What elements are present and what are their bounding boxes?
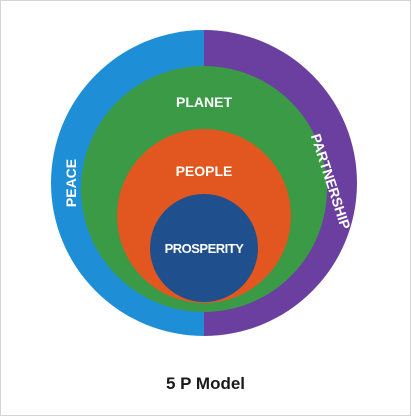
people-label: PEOPLE xyxy=(176,163,233,179)
figure-caption: 5 P Model xyxy=(165,374,246,393)
planet-label: PLANET xyxy=(176,94,232,110)
peace-label: PEACE xyxy=(63,159,79,207)
prosperity-circle xyxy=(150,194,258,302)
prosperity-label: PROSPERITY xyxy=(165,241,245,256)
